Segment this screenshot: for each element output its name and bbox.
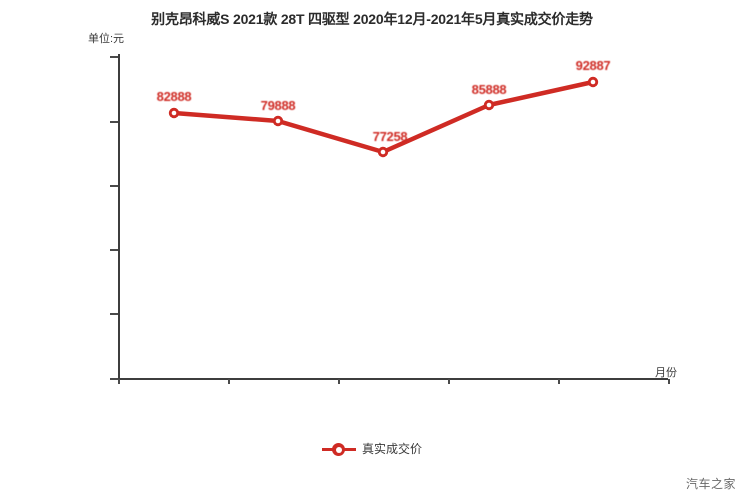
- legend-dot-inner-icon: [335, 446, 342, 453]
- y-axis-tick: [110, 185, 118, 187]
- legend-series-label: 真实成交价: [361, 442, 422, 456]
- data-point-marker-center: [171, 110, 177, 116]
- y-axis-tick: [110, 121, 118, 123]
- data-point-marker-center: [380, 149, 386, 155]
- y-axis-tick: [110, 313, 118, 315]
- x-axis-tick: [668, 379, 670, 384]
- y-axis-tick: [110, 249, 118, 251]
- legend-marker-icon: [321, 442, 356, 456]
- y-axis-unit-label: 单位:元: [88, 33, 125, 45]
- data-point-value-label: 85888: [471, 82, 507, 97]
- data-point-value-label: 82888: [156, 89, 192, 104]
- x-axis-tick: [228, 379, 230, 384]
- x-axis-line: [118, 378, 668, 380]
- y-axis-line: [118, 54, 120, 379]
- data-point-marker-center: [590, 79, 596, 85]
- x-axis-tick: [558, 379, 560, 384]
- x-axis-label: 月份: [655, 367, 677, 379]
- chart-title: 别克昂科威S 2021款 28T 四驱型 2020年12月-2021年5月真实成…: [151, 11, 593, 27]
- data-point-marker-center: [486, 102, 492, 108]
- y-axis-tick: [110, 56, 118, 58]
- y-axis-tick: [110, 378, 118, 380]
- x-axis-tick: [448, 379, 450, 384]
- x-axis-tick: [118, 379, 120, 384]
- site-watermark: 汽车之家: [685, 477, 736, 491]
- series-markers: [168, 76, 599, 158]
- chart-legend: 真实成交价: [0, 440, 744, 457]
- x-axis-tick: [338, 379, 340, 384]
- data-point-value-label: 92887: [575, 58, 611, 73]
- data-point-value-label: 79888: [260, 98, 296, 113]
- data-point-value-label: 77258: [372, 129, 408, 144]
- data-point-marker-center: [275, 118, 281, 124]
